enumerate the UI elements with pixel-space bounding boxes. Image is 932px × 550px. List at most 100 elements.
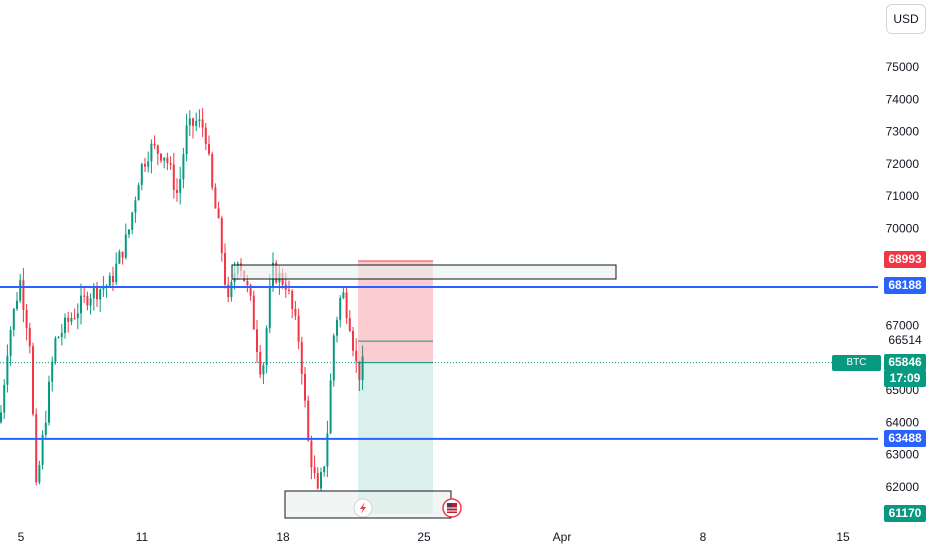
candle-body [336,319,338,336]
candle-body [102,287,105,290]
candle-body [9,329,12,356]
candle-body [22,280,25,310]
candles [0,108,364,492]
candle-body [249,285,252,296]
y-tick-label: 62000 [886,480,920,494]
candle-body [256,329,258,353]
lightning-event-icon[interactable] [353,498,373,518]
last-price-label: 65846 [884,354,926,371]
candle-body [150,143,153,162]
candle-body [16,300,18,309]
candle-body [297,315,300,342]
candle-body [252,295,255,330]
y-tick-label: 71000 [886,189,920,203]
candle-body [172,164,175,190]
candle-body [348,318,351,331]
x-tick-label: 25 [417,530,431,544]
candle-body [220,218,223,254]
candle-body [108,275,111,286]
candle-body [246,280,249,286]
candle-body [89,298,92,306]
candle-body [227,284,230,298]
candle-body [179,179,182,193]
candle-body [147,161,150,167]
x-tick-label: 5 [18,530,25,544]
symbol-price-label: BTC [832,355,881,371]
time-axis: 5 11 18 25 Apr 8 15 [18,530,850,544]
candle-body [0,412,2,423]
candle-body [304,373,306,401]
candle-body [134,200,137,213]
candle-body [326,433,329,467]
candle-body [153,143,156,146]
candle-body [28,328,31,347]
y-tick-label: 75000 [886,60,920,74]
x-tick-label: Apr [553,530,572,544]
candle-body [339,297,342,320]
candle-body [73,318,76,320]
candle-body [3,384,6,413]
candle-body [217,208,220,219]
candle-body [54,337,57,362]
entry-price-text: 66514 [888,333,922,347]
candle-body [332,335,335,381]
candle-body [160,153,162,161]
candle-body [355,350,358,362]
candle-body [192,118,194,126]
candle-body [176,189,178,193]
candle-body [358,361,361,381]
candle-body [316,473,319,489]
candle-body [300,341,303,374]
resistance-price-label: 68188 [884,277,926,294]
candle-body [230,282,233,298]
candle-body [201,119,204,128]
x-tick-label: 8 [700,530,707,544]
candle-body [44,422,47,435]
y-tick-label: 67000 [886,318,920,332]
candle-body [67,317,70,322]
x-tick-label: 18 [276,530,290,544]
supply-zone-box[interactable] [231,264,617,280]
candle-body [156,145,159,154]
candle-body [310,440,313,468]
candle-body [214,187,217,209]
candle-body [83,295,86,297]
candle-body [131,212,134,230]
candle-body [112,275,114,283]
candle-body [140,163,143,185]
candle-body [128,229,130,235]
y-tick-label: 70000 [886,222,920,236]
candle-body [144,163,146,167]
us-flag-event-icon[interactable] [442,498,462,518]
candle-body [323,466,326,473]
candle-body [121,251,124,258]
currency-button[interactable]: USD [886,4,926,34]
candle-body [76,313,79,319]
candle-body [313,467,316,474]
y-tick-label: 72000 [886,157,920,171]
candle-body [41,434,44,465]
candle-body [198,119,201,121]
candle-body [188,118,191,126]
candle-body [6,355,9,385]
support-price-label: 63488 [884,430,926,447]
candle-body [208,144,210,154]
candle-body [99,289,102,300]
y-tick-label: 73000 [886,125,920,139]
candle-body [294,308,297,316]
candle-body [345,292,348,319]
candle-body [32,346,34,415]
candle-body [124,234,127,258]
candle-body [60,333,63,338]
candle-body [204,127,207,145]
candle-body [262,365,265,375]
y-tick-label: 63000 [886,448,920,462]
candle-body [57,337,60,339]
candle-body [307,400,310,441]
candle-body [19,280,22,301]
candle-body [86,295,89,306]
candle-body [185,125,188,155]
candle-body [25,309,28,329]
candle-body [259,352,262,375]
